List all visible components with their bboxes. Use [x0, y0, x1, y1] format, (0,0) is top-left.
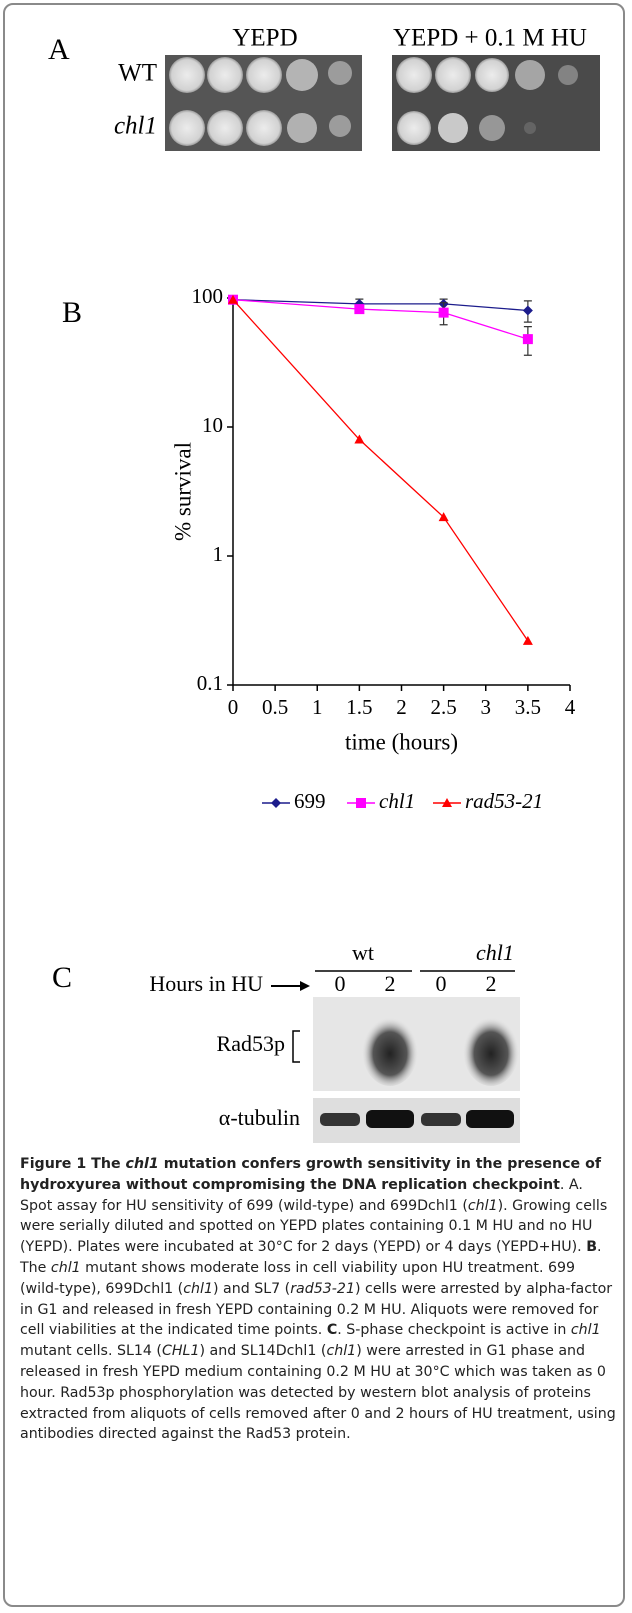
- caption-text: ) were arrested in G1 phase and released…: [20, 1343, 616, 1443]
- caption-text: . The: [20, 1239, 602, 1276]
- y-tick-label: 10: [202, 413, 223, 437]
- legend-label: 699: [294, 789, 326, 813]
- group-label: wt: [352, 940, 374, 965]
- x-axis-title: time (hours): [345, 729, 458, 754]
- caption-text: ) cells were arrested by alpha-factor in…: [20, 1280, 613, 1339]
- y-axis-title: % survival: [170, 442, 195, 541]
- frame: [3, 3, 625, 1607]
- caption-text: B: [586, 1239, 598, 1256]
- lane-label: 2: [385, 971, 396, 996]
- y-tick-label: 0.1: [197, 671, 223, 695]
- caption-text: mutant cells. SL14 (: [20, 1343, 162, 1360]
- group-label: chl1: [476, 940, 514, 965]
- caption-text: ) and SL7 (: [212, 1280, 291, 1297]
- column-label: YEPD: [232, 25, 297, 52]
- row-label: WT: [118, 60, 157, 87]
- x-tick-label: 3: [481, 695, 492, 719]
- caption-text: chl1: [183, 1280, 213, 1297]
- plate: [165, 55, 362, 151]
- x-tick-label: 1.5: [346, 695, 372, 719]
- series-line: [232, 299, 529, 340]
- caption-text: chl1: [467, 1197, 498, 1214]
- caption-text: chl1: [125, 1156, 159, 1172]
- x-tick-label: 2.5: [431, 695, 457, 719]
- x-tick-label: 1: [312, 695, 323, 719]
- x-tick-label: 0: [228, 695, 239, 719]
- marker: [228, 294, 238, 304]
- caption-text: chl1: [326, 1343, 357, 1360]
- x-tick-label: 0.5: [262, 695, 288, 719]
- marker: [271, 798, 281, 808]
- band-label: Rad53p: [217, 1031, 285, 1056]
- caption-text: mutation confers growth sensitivity in t…: [20, 1156, 602, 1193]
- marker: [438, 512, 449, 522]
- caption-text: C: [326, 1322, 338, 1339]
- blot: [313, 1098, 520, 1143]
- row-label: Hours in HU: [149, 971, 263, 996]
- caption-text: . S-phase checkpoint is active in: [337, 1322, 571, 1339]
- panel-label: B: [62, 296, 82, 329]
- lane-label: 0: [335, 971, 346, 996]
- caption-text: rad53-21: [290, 1280, 355, 1297]
- marker: [354, 434, 365, 444]
- marker: [522, 635, 533, 645]
- lane-label: 2: [486, 971, 497, 996]
- caption-text: ). Growing cells were serially diluted a…: [20, 1197, 608, 1256]
- x-tick-label: 2: [396, 695, 407, 719]
- blot: [313, 997, 520, 1091]
- marker: [522, 334, 533, 345]
- caption-text: Figure 1 The: [20, 1156, 126, 1172]
- caption-text: . A. Spot assay for HU sensitivity of 69…: [20, 1176, 583, 1214]
- figure: A YEPD YEPD + 0.1 M HU WT chl1 B 1001010…: [48, 25, 600, 1143]
- column-label: YEPD + 0.1 M HU: [393, 25, 587, 52]
- lane-label: 0: [436, 971, 447, 996]
- panel-label: A: [48, 33, 70, 66]
- caption-text: chl1: [570, 1322, 601, 1339]
- arrow: [271, 981, 310, 991]
- bracket: [292, 1030, 300, 1063]
- band-label: α-tubulin: [219, 1105, 300, 1130]
- y-tick-label: 1: [213, 542, 224, 566]
- caption-text: ) and SL14Dchl1 (: [199, 1343, 327, 1360]
- row-label: chl1: [114, 113, 157, 140]
- series-line: [232, 299, 528, 312]
- caption: Figure 1 The chl1 mutation confers growt…: [20, 1154, 616, 1445]
- series-line: [232, 299, 529, 642]
- legend-label: rad53-21: [465, 789, 543, 813]
- marker: [438, 307, 449, 318]
- marker: [354, 304, 365, 315]
- plate: [392, 55, 600, 151]
- marker: [522, 305, 533, 316]
- legend-label: chl1: [379, 789, 415, 813]
- x-tick-label: 3.5: [515, 695, 541, 719]
- caption-text: chl1: [50, 1259, 81, 1276]
- y-tick-label: 100: [192, 284, 224, 308]
- marker: [356, 798, 366, 808]
- chart: 100 10 1 0.10 0.5 1 1.5 2 2.5 3 3.5 4 time (hours) % …: [170, 284, 575, 813]
- caption-text: CHL1: [161, 1343, 200, 1360]
- x-tick-label: 4: [565, 695, 576, 719]
- panel-label: C: [52, 961, 72, 994]
- caption-text: mutant shows moderate loss in cell viabi…: [20, 1259, 576, 1297]
- marker: [442, 798, 452, 807]
